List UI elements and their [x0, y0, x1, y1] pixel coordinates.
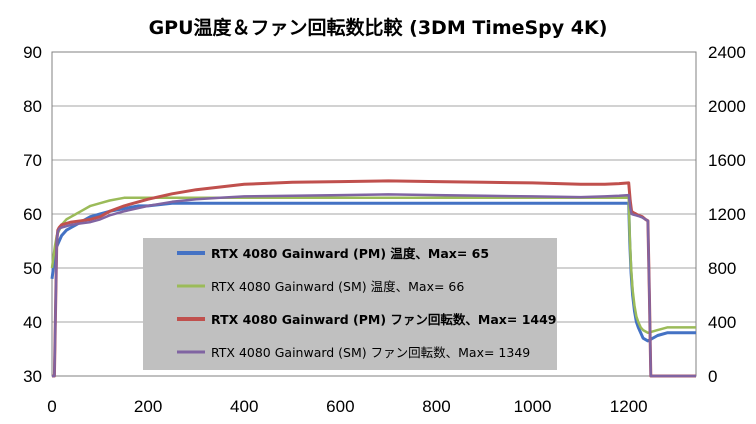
y-tick-label: 50	[23, 259, 42, 278]
legend-label: RTX 4080 Gainward (PM) 温度、Max= 65	[211, 246, 489, 261]
axis-ticks: 30 40 50 60 70 80 90 0 400 800 1200 1600 2000 2400 0 20…	[23, 43, 746, 416]
legend-label: RTX 4080 Gainward (SM) 温度、Max= 66	[211, 279, 464, 294]
y2-tick-label: 1200	[708, 205, 746, 224]
legend-label: RTX 4080 Gainward (SM) ファン回転数、Max= 1349	[211, 345, 530, 360]
x-tick-label: 800	[422, 397, 450, 416]
y-tick-label: 30	[23, 367, 42, 386]
x-tick-label: 400	[230, 397, 258, 416]
y2-tick-label: 400	[708, 313, 736, 332]
x-tick-label: 0	[47, 397, 56, 416]
y2-tick-label: 800	[708, 259, 736, 278]
y-tick-label: 60	[23, 205, 42, 224]
series-line-1	[50, 201, 696, 343]
y-tick-label: 40	[23, 313, 42, 332]
series-line-2	[50, 196, 696, 335]
y2-tick-label: 2400	[708, 43, 746, 62]
x-tick-label: 1000	[514, 397, 552, 416]
chart-title: GPU温度＆ファン回転数比較 (3DM TimeSpy 4K)	[149, 16, 608, 39]
x-tick-label: 600	[326, 397, 354, 416]
y2-tick-label: 1600	[708, 151, 746, 170]
plot-area	[51, 51, 697, 377]
y2-tick-label: 0	[708, 367, 717, 386]
y-tick-label: 90	[23, 43, 42, 62]
x-tick-label: 200	[134, 397, 162, 416]
y2-tick-label: 2000	[708, 97, 746, 116]
x-tick-label: 1200	[610, 397, 648, 416]
legend-label: RTX 4080 Gainward (PM) ファン回転数、Max= 1449	[211, 312, 556, 327]
legend-box	[143, 238, 557, 370]
legend: RTX 4080 Gainward (PM) 温度、Max= 65 RTX 408…	[143, 238, 557, 370]
y-tick-label: 70	[23, 151, 42, 170]
series-lines	[50, 179, 696, 378]
series-line-4	[52, 193, 696, 378]
y-tick-label: 80	[23, 97, 42, 116]
